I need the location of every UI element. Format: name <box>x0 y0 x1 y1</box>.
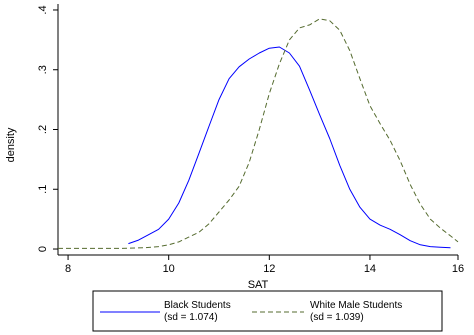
x-tick-label: 10 <box>163 263 175 275</box>
x-tick-label: 8 <box>65 263 71 275</box>
legend-box <box>92 290 443 332</box>
legend-sd-white-male-students: (sd = 1.039) <box>310 312 364 323</box>
y-tick-label: .2 <box>37 125 49 134</box>
series-lines <box>58 18 459 249</box>
x-tick-label: 12 <box>263 263 275 275</box>
legend-sd-black-students: (sd = 1.074) <box>164 312 218 323</box>
y-tick-label: 0 <box>37 246 49 252</box>
x-axis-ticks: 8 10 12 14 16 <box>65 255 464 275</box>
y-axis-title: density <box>5 127 17 162</box>
x-axis-title: SAT <box>248 279 269 291</box>
x-tick-label: 16 <box>452 263 464 275</box>
legend: Black Students (sd = 1.074) White Male S… <box>92 290 443 332</box>
y-tick-label: .4 <box>37 5 49 14</box>
legend-label-white-male-students: White Male Students <box>310 300 402 311</box>
y-tick-label: .1 <box>37 185 49 194</box>
y-tick-label: .3 <box>37 65 49 74</box>
series-line-black <box>128 46 451 249</box>
x-tick-label: 14 <box>364 263 376 275</box>
y-axis-ticks: 0 .1 .2 .3 .4 <box>37 5 58 252</box>
series-line-white <box>58 18 459 249</box>
legend-label-black-students: Black Students <box>164 300 231 311</box>
